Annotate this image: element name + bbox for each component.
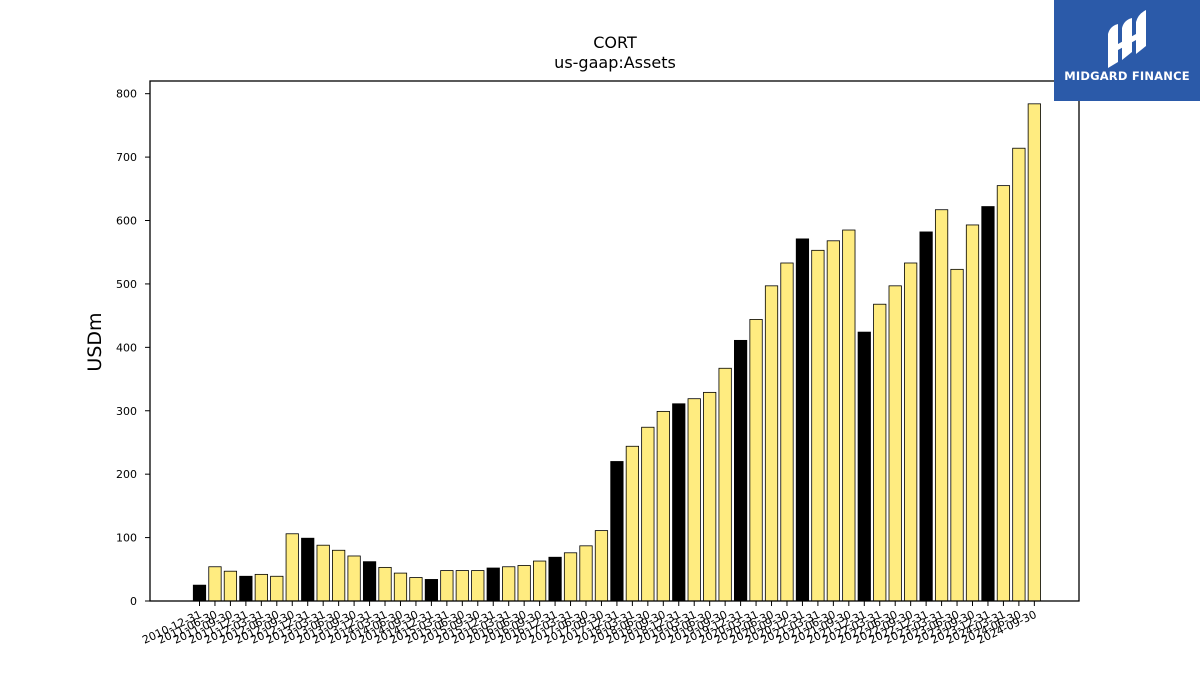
y-tick-label: 800 bbox=[116, 88, 137, 101]
y-tick-label: 300 bbox=[116, 405, 137, 418]
bar-2016-03-31 bbox=[502, 566, 516, 602]
bar-2015-06-30 bbox=[455, 570, 469, 602]
bar-2022-09-30 bbox=[904, 262, 918, 602]
bar-2013-03-31 bbox=[316, 544, 330, 602]
bar-2021-12-31 bbox=[857, 331, 871, 602]
x-axis-ticks: 2010-12-312011-06-302011-09-302011-12-31… bbox=[140, 601, 1039, 647]
bar-2015-12-31 bbox=[486, 567, 500, 602]
bar-2020-09-30 bbox=[780, 262, 794, 602]
bar-2016-09-30 bbox=[533, 560, 547, 602]
bar-2012-12-31 bbox=[301, 537, 315, 602]
bar-2013-09-30 bbox=[347, 555, 361, 602]
bar-2020-03-31 bbox=[749, 319, 763, 602]
bar-2024-09-30 bbox=[1027, 103, 1041, 602]
brand-logo: MIDGARD FINANCE bbox=[1054, 0, 1200, 101]
bar-2011-09-30 bbox=[223, 570, 238, 602]
bar-2020-06-30 bbox=[764, 285, 779, 602]
bar-2012-06-30 bbox=[270, 575, 284, 602]
y-tick-label: 500 bbox=[116, 278, 137, 291]
midgard-m-logo-icon bbox=[1108, 10, 1146, 68]
bar-2016-12-31 bbox=[548, 556, 562, 602]
bar-2019-06-30 bbox=[703, 391, 717, 602]
bar-2014-06-30 bbox=[393, 572, 408, 602]
bar-2017-03-31 bbox=[563, 552, 578, 602]
bar-2023-03-31 bbox=[934, 209, 949, 602]
chart-subtitle: us-gaap:Assets bbox=[554, 53, 676, 72]
bar-2013-06-30 bbox=[332, 549, 346, 602]
bar-2024-06-30 bbox=[1012, 147, 1026, 602]
bar-2018-09-30 bbox=[656, 410, 670, 602]
bar-2013-12-31 bbox=[362, 561, 377, 602]
bar-2018-03-31 bbox=[625, 445, 639, 602]
bar-2018-06-30 bbox=[641, 426, 655, 602]
bar-2023-06-30 bbox=[950, 268, 964, 602]
bar-2022-03-31 bbox=[873, 303, 887, 602]
bar-2017-09-30 bbox=[594, 530, 609, 602]
bar-2011-12-31 bbox=[239, 575, 253, 602]
bars-group bbox=[192, 103, 1041, 602]
bar-2023-12-31 bbox=[981, 206, 995, 602]
bar-2019-09-30 bbox=[718, 367, 732, 602]
bar-2014-03-31 bbox=[378, 566, 392, 602]
bar-2020-12-31 bbox=[795, 238, 810, 602]
bar-2021-06-30 bbox=[826, 240, 840, 602]
y-tick-label: 400 bbox=[116, 341, 137, 354]
y-axis-ticks: 0 100 200 300 400 500 600 700 800 bbox=[116, 88, 150, 608]
brand-name: MIDGARD FINANCE bbox=[1064, 69, 1190, 83]
bar-2014-09-30 bbox=[409, 577, 423, 602]
bar-2022-12-31 bbox=[919, 231, 933, 602]
chart-title: CORT bbox=[593, 33, 637, 52]
bar-2017-06-30 bbox=[579, 545, 593, 602]
bar-2012-03-31 bbox=[254, 573, 268, 602]
bar-2010-12-31 bbox=[192, 584, 207, 602]
bar-2023-09-30 bbox=[965, 224, 980, 602]
y-tick-label: 0 bbox=[130, 595, 137, 608]
y-tick-label: 100 bbox=[116, 532, 137, 545]
bar-2016-06-30 bbox=[517, 565, 531, 602]
bar-2018-12-31 bbox=[672, 403, 686, 602]
bar-2021-03-31 bbox=[811, 249, 825, 602]
bar-2012-09-30 bbox=[285, 533, 299, 602]
bar-2015-03-31 bbox=[440, 570, 454, 602]
bar-2017-12-31 bbox=[610, 461, 624, 602]
y-axis-label: USDm bbox=[84, 312, 106, 371]
bar-2019-03-31 bbox=[687, 398, 701, 602]
bar-2019-12-31 bbox=[734, 339, 748, 602]
bar-2021-09-30 bbox=[842, 229, 856, 602]
bar-2024-03-31 bbox=[996, 185, 1011, 602]
bar-2014-12-31 bbox=[424, 579, 439, 602]
plot-frame bbox=[149, 80, 1080, 602]
y-tick-label: 700 bbox=[116, 151, 137, 164]
bar-2022-06-30 bbox=[888, 285, 902, 602]
bar-2015-09-30 bbox=[471, 570, 485, 602]
bar-2011-06-30 bbox=[208, 566, 222, 602]
y-tick-label: 600 bbox=[116, 215, 137, 228]
y-tick-label: 200 bbox=[116, 468, 137, 481]
